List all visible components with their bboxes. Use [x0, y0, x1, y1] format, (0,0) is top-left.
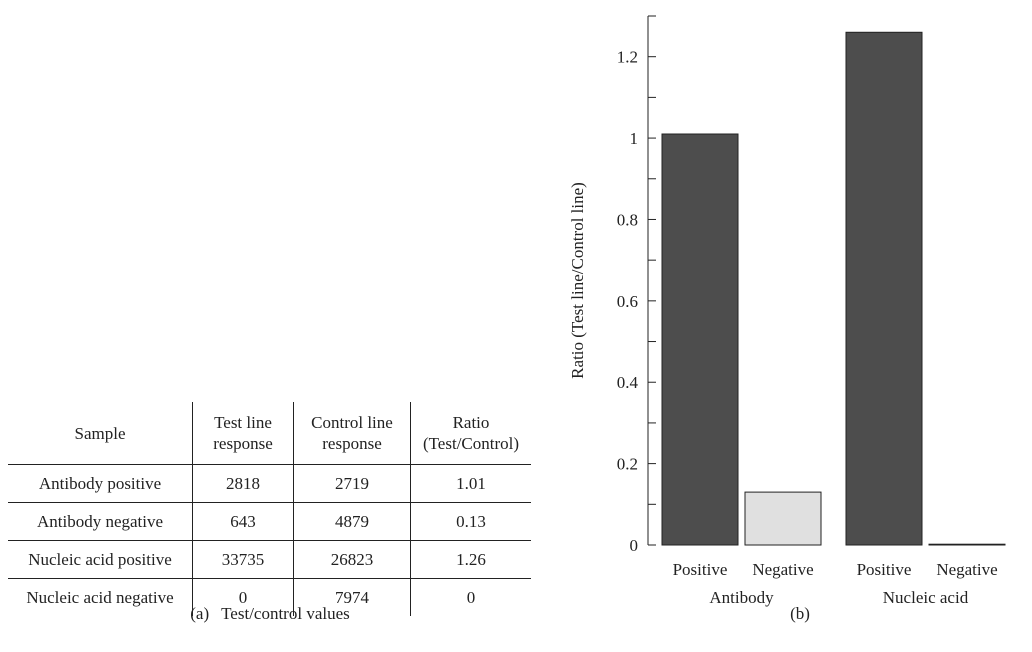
y-axis-label: Ratio (Test line/Control line) [568, 182, 587, 379]
header-test-line-l1: Test line [214, 413, 272, 432]
cell-ratio: 0.13 [410, 502, 531, 541]
header-test-line-l2: response [213, 434, 273, 453]
bar-antibody-negative [744, 491, 822, 546]
caption-b: (b) [790, 604, 810, 623]
header-ratio-l2: (Test/Control) [422, 434, 520, 453]
header-control-line-l2: response [322, 434, 382, 453]
bar-nucleic-acid-negative [928, 543, 1006, 546]
header-sample: Sample [8, 402, 193, 465]
caption-a: (a) Test/control values [0, 604, 540, 624]
cell-control-line: 26823 [293, 540, 411, 579]
cell-sample: Antibody positive [8, 464, 193, 503]
x-tick-label: Negative [752, 560, 813, 579]
x-tick-label: Positive [673, 560, 728, 579]
results-table-panel: Sample Test line response Control line r… [8, 402, 548, 616]
y-tick-label: 0.2 [617, 455, 638, 474]
bar-nucleic-acid-positive [845, 31, 923, 546]
y-tick-label: 0.8 [617, 210, 638, 229]
cell-test-line: 2818 [192, 464, 294, 503]
caption-a-label: (a) [190, 604, 210, 623]
cell-ratio: 1.26 [410, 540, 531, 579]
table-row: Antibody negative 643 4879 0.13 [8, 502, 531, 541]
table-row: Antibody positive 2818 2719 1.01 [8, 464, 531, 503]
cell-sample: Antibody negative [8, 502, 193, 541]
caption-a-text: Test/control values [221, 604, 350, 623]
x-group-label: Antibody [709, 588, 774, 607]
y-tick-label: 0 [630, 536, 639, 555]
y-tick-label: 0.4 [617, 373, 639, 392]
x-tick-label: Negative [936, 560, 997, 579]
y-tick-label: 1.2 [617, 48, 638, 67]
cell-test-line: 33735 [192, 540, 294, 579]
y-tick-label: 0.6 [617, 292, 638, 311]
cell-ratio: 0 [410, 578, 531, 616]
cell-control-line: 2719 [293, 464, 411, 503]
cell-ratio: 1.01 [410, 464, 531, 503]
header-ratio: Ratio (Test/Control) [410, 402, 531, 465]
table-row: Nucleic acid positive 33735 26823 1.26 [8, 540, 531, 579]
cell-sample: Nucleic acid negative [8, 578, 193, 616]
header-control-line-l1: Control line [311, 413, 393, 432]
bar-antibody-positive [661, 133, 739, 546]
header-ratio-l1: Ratio [452, 413, 490, 432]
cell-test-line: 643 [192, 502, 294, 541]
header-test-line: Test line response [192, 402, 294, 465]
x-group-label: Nucleic acid [883, 588, 969, 607]
cell-control-line: 4879 [293, 502, 411, 541]
y-tick-label: 1 [630, 129, 639, 148]
header-sample-label: Sample [74, 423, 126, 443]
results-table: Sample Test line response Control line r… [8, 402, 531, 616]
header-control-line: Control line response [293, 402, 411, 465]
cell-control-line: 7974 [293, 578, 411, 616]
x-tick-label: Positive [857, 560, 912, 579]
cell-sample: Nucleic acid positive [8, 540, 193, 579]
cell-test-line: 0 [192, 578, 294, 616]
table-row: Nucleic acid negative 0 7974 0 [8, 578, 531, 616]
table-header-row: Sample Test line response Control line r… [8, 402, 531, 465]
